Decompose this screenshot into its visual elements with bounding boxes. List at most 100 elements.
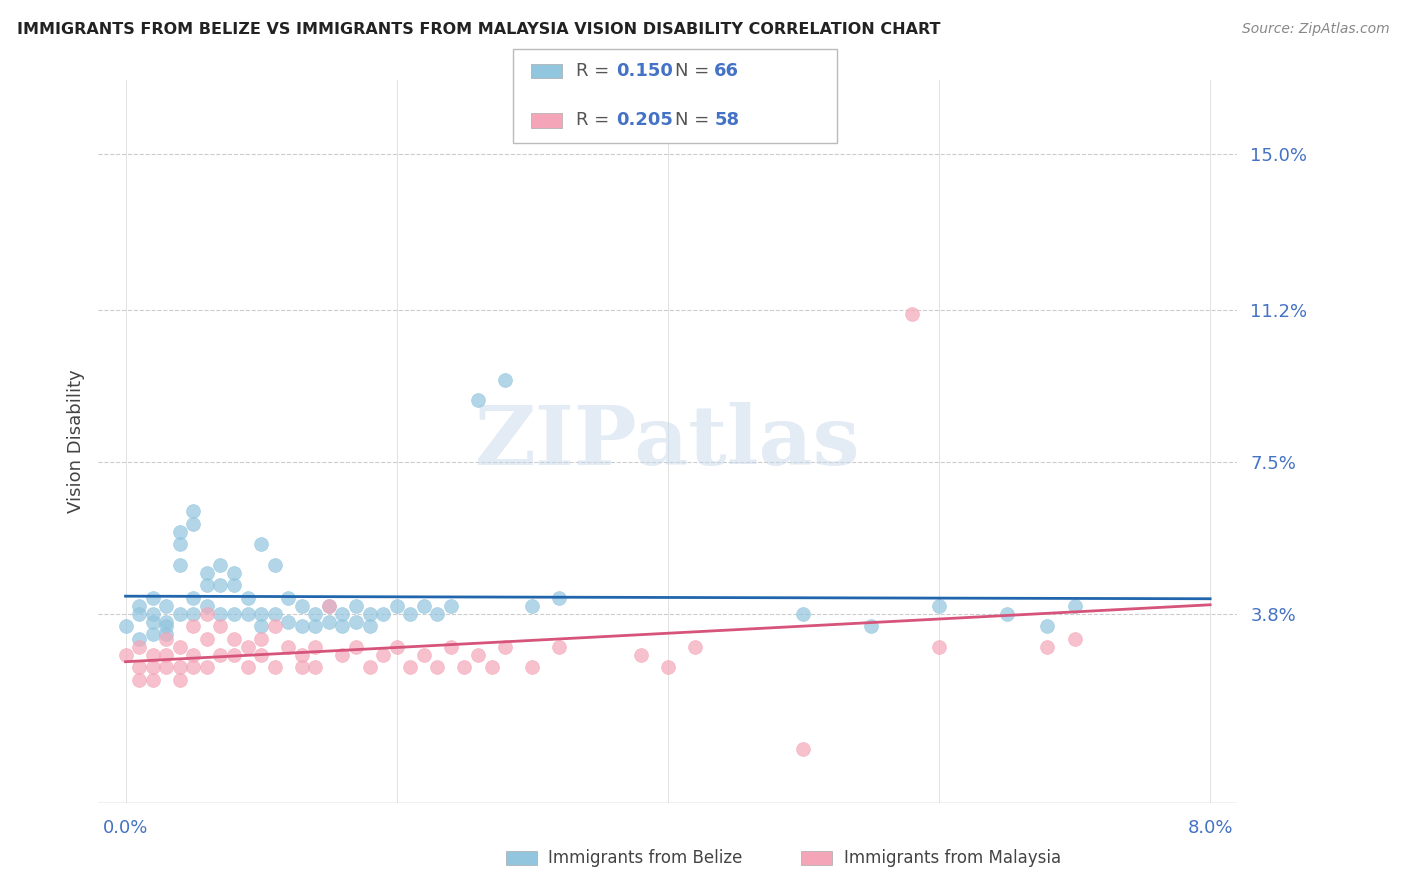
Point <box>304 640 326 654</box>
Point <box>155 632 177 646</box>
Point <box>169 673 191 687</box>
Point <box>250 607 273 621</box>
Point <box>385 640 408 654</box>
Point <box>142 615 165 630</box>
Point <box>222 607 245 621</box>
Text: N =: N = <box>675 112 714 129</box>
Text: R =: R = <box>576 62 616 80</box>
Point <box>344 599 367 613</box>
Point <box>250 619 273 633</box>
Point <box>371 648 394 662</box>
Point <box>1063 599 1085 613</box>
Point <box>128 660 150 674</box>
Point <box>1063 632 1085 646</box>
Point <box>169 640 191 654</box>
Point <box>318 599 340 613</box>
Point <box>209 619 232 633</box>
Point <box>467 648 489 662</box>
Point <box>183 516 205 531</box>
Point <box>426 607 449 621</box>
Point <box>114 619 136 633</box>
Point <box>263 660 285 674</box>
Point <box>359 619 381 633</box>
Point <box>995 607 1018 621</box>
Text: 66: 66 <box>714 62 740 80</box>
Point <box>277 615 299 630</box>
Point <box>195 578 218 592</box>
Point <box>440 599 463 613</box>
Point <box>1036 640 1059 654</box>
Text: 58: 58 <box>714 112 740 129</box>
Point <box>183 619 205 633</box>
Point <box>209 648 232 662</box>
Text: N =: N = <box>675 62 714 80</box>
Point <box>183 607 205 621</box>
Point <box>494 373 516 387</box>
Text: Immigrants from Malaysia: Immigrants from Malaysia <box>844 849 1060 867</box>
Point <box>236 591 259 605</box>
Point <box>928 640 950 654</box>
Text: R =: R = <box>576 112 616 129</box>
Point <box>440 640 463 654</box>
Point <box>263 619 285 633</box>
Point <box>792 607 814 621</box>
Point <box>304 619 326 633</box>
Point <box>155 599 177 613</box>
Point <box>142 648 165 662</box>
Point <box>169 524 191 539</box>
Point <box>169 558 191 572</box>
Point <box>209 607 232 621</box>
Point <box>250 537 273 551</box>
Point <box>155 627 177 641</box>
Y-axis label: Vision Disability: Vision Disability <box>66 369 84 514</box>
Point <box>263 607 285 621</box>
Point <box>277 640 299 654</box>
Point <box>494 640 516 654</box>
Point <box>195 632 218 646</box>
Point <box>291 599 314 613</box>
Point <box>142 591 165 605</box>
Point <box>522 660 544 674</box>
Point <box>236 640 259 654</box>
Point <box>142 607 165 621</box>
Point <box>332 648 354 662</box>
Point <box>195 660 218 674</box>
Point <box>222 632 245 646</box>
Point <box>155 660 177 674</box>
Point <box>657 660 679 674</box>
Text: IMMIGRANTS FROM BELIZE VS IMMIGRANTS FROM MALAYSIA VISION DISABILITY CORRELATION: IMMIGRANTS FROM BELIZE VS IMMIGRANTS FRO… <box>17 22 941 37</box>
Point <box>128 599 150 613</box>
Point <box>222 578 245 592</box>
Point <box>142 660 165 674</box>
Point <box>128 607 150 621</box>
Point <box>250 648 273 662</box>
Point <box>222 566 245 580</box>
Point <box>453 660 475 674</box>
Text: 0.205: 0.205 <box>616 112 672 129</box>
Point <box>291 619 314 633</box>
Point <box>792 742 814 756</box>
Point <box>291 660 314 674</box>
Point <box>142 627 165 641</box>
Point <box>467 393 489 408</box>
Point <box>128 640 150 654</box>
Text: Source: ZipAtlas.com: Source: ZipAtlas.com <box>1241 22 1389 37</box>
Point <box>426 660 449 674</box>
Point <box>222 648 245 662</box>
Point <box>860 619 883 633</box>
Point <box>263 558 285 572</box>
Point <box>683 640 706 654</box>
Point <box>169 537 191 551</box>
Point <box>412 599 434 613</box>
Point <box>114 648 136 662</box>
Point <box>304 607 326 621</box>
Point <box>209 558 232 572</box>
Point <box>209 578 232 592</box>
Point <box>548 591 571 605</box>
Point <box>318 599 340 613</box>
Point <box>304 660 326 674</box>
Point <box>250 632 273 646</box>
Point <box>359 607 381 621</box>
Point <box>236 607 259 621</box>
Point <box>142 673 165 687</box>
